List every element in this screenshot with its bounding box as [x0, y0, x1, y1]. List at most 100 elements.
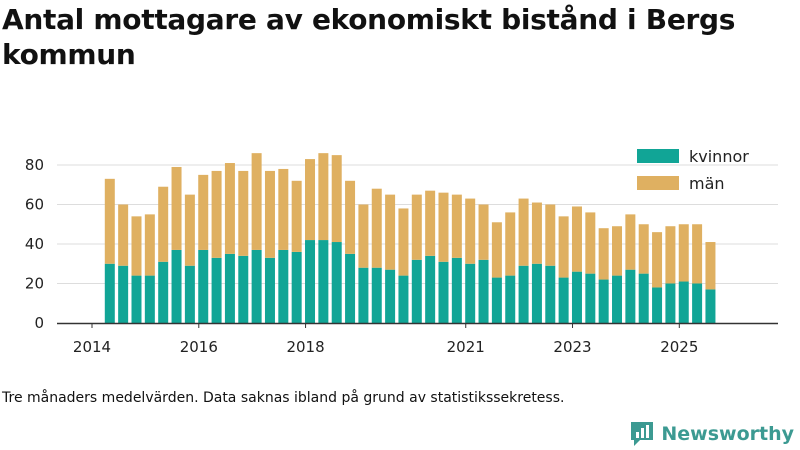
bar-kvinnor-2021-11 — [505, 275, 516, 323]
bar-man-2019-05 — [371, 188, 382, 268]
bar-kvinnor-2021-02 — [465, 263, 476, 323]
bar-man-2017-05 — [264, 170, 275, 258]
bar-man-2019-02 — [358, 204, 369, 268]
bar-kvinnor-2014-05 — [104, 263, 115, 323]
bar-man-2017-02 — [251, 153, 262, 250]
bar-kvinnor-2025-05 — [692, 283, 703, 323]
x-ticks: 2014 2016 2018 2021 2023 2025 — [73, 323, 698, 356]
y-tick-label-60: 60 — [25, 196, 44, 214]
bar-man-2024-02 — [625, 214, 636, 270]
bar-kvinnor-2020-02 — [411, 259, 422, 323]
x-tick-label-2025: 2025 — [660, 338, 698, 356]
bar-man-2015-08 — [171, 166, 182, 250]
bar-man-2023-11 — [612, 226, 623, 276]
x-tick-label-2014: 2014 — [73, 338, 111, 356]
x-tick-label-2018: 2018 — [286, 338, 324, 356]
bar-kvinnor-2020-05 — [425, 255, 436, 323]
bar-man-2023-05 — [585, 212, 596, 274]
bar-kvinnor-2015-08 — [171, 249, 182, 323]
bar-kvinnor-2021-08 — [491, 277, 502, 323]
newsworthy-logo-icon — [631, 422, 654, 446]
bar-kvinnor-2022-11 — [558, 277, 569, 323]
bar-man-2023-08 — [598, 228, 609, 280]
y-tick-label-40: 40 — [25, 235, 44, 253]
bar-man-2018-11 — [345, 180, 356, 254]
y-tick-label-20: 20 — [25, 275, 44, 293]
bar-kvinnor-2024-05 — [638, 273, 649, 323]
bar-kvinnor-2021-05 — [478, 259, 489, 323]
bar-man-2020-08 — [438, 192, 449, 262]
chart-title: Antal mottagare av ekonomiskt bistånd i … — [2, 3, 736, 71]
bar-kvinnor-2020-08 — [438, 261, 449, 323]
bar-kvinnor-2015-11 — [184, 265, 195, 323]
legend-swatch-kvinnor — [637, 149, 679, 163]
bar-kvinnor-2023-05 — [585, 273, 596, 323]
bar-man-2022-11 — [558, 216, 569, 278]
bar-man-2018-02 — [305, 159, 316, 241]
bar-kvinnor-2016-05 — [211, 257, 222, 323]
bar-kvinnor-2018-11 — [345, 253, 356, 323]
bar-man-2022-02 — [518, 198, 529, 266]
bar-kvinnor-2019-11 — [398, 275, 409, 323]
bar-kvinnor-2023-11 — [612, 275, 623, 323]
bar-man-2021-02 — [465, 198, 476, 264]
bar-man-2014-11 — [131, 216, 142, 276]
bar-kvinnor-2023-08 — [598, 279, 609, 323]
bar-man-2024-11 — [665, 226, 676, 284]
legend-swatch-man — [637, 176, 679, 190]
bar-kvinnor-2017-05 — [264, 257, 275, 323]
bar-man-2021-08 — [491, 222, 502, 278]
bar-kvinnor-2018-05 — [318, 240, 329, 323]
bar-man-2019-11 — [398, 208, 409, 276]
bar-man-2015-02 — [144, 214, 155, 276]
bar-man-2024-08 — [652, 232, 663, 288]
bar-kvinnor-2022-08 — [545, 265, 556, 323]
bar-kvinnor-2016-11 — [238, 255, 249, 323]
bar-man-2014-05 — [104, 178, 115, 264]
bar-kvinnor-2017-08 — [278, 249, 289, 323]
bar-kvinnor-2023-02 — [571, 271, 582, 323]
bar-man-2016-02 — [198, 174, 209, 250]
brand-logo[interactable]: Newsworthy — [629, 420, 794, 448]
legend: kvinnor män — [637, 147, 749, 193]
bar-man-2017-08 — [278, 168, 289, 250]
bar-man-2020-05 — [425, 190, 436, 256]
bar-man-2019-08 — [385, 194, 396, 270]
stacked-bar-chart: 0 20 40 60 80 2014 2016 2018 2021 2023 2025 kvinn… — [25, 147, 778, 356]
bar-man-2018-08 — [331, 155, 342, 243]
bar-man-2025-08 — [705, 242, 716, 290]
bar-kvinnor-2024-11 — [665, 283, 676, 323]
bar-kvinnor-2019-08 — [385, 269, 396, 323]
bar-kvinnor-2015-02 — [144, 275, 155, 323]
bar-kvinnor-2019-05 — [371, 267, 382, 323]
bar-man-2015-05 — [158, 186, 169, 262]
y-tick-label-80: 80 — [25, 156, 44, 174]
bar-kvinnor-2022-05 — [531, 263, 542, 323]
bar-man-2022-08 — [545, 204, 556, 266]
bar-kvinnor-2014-11 — [131, 275, 142, 323]
bar-kvinnor-2025-02 — [678, 281, 689, 323]
bar-man-2018-05 — [318, 153, 329, 241]
bar-man-2016-08 — [224, 163, 235, 254]
bar-man-2021-05 — [478, 204, 489, 260]
x-tick-label-2023: 2023 — [553, 338, 591, 356]
bar-kvinnor-2022-02 — [518, 265, 529, 323]
bar-kvinnor-2016-02 — [198, 249, 209, 323]
bar-man-2024-05 — [638, 224, 649, 274]
bar-kvinnor-2017-11 — [291, 251, 302, 323]
bar-kvinnor-2018-08 — [331, 242, 342, 323]
bar-man-2021-11 — [505, 212, 516, 276]
bar-man-2025-02 — [678, 224, 689, 282]
bar-man-2016-11 — [238, 170, 249, 256]
bar-man-2016-05 — [211, 170, 222, 258]
footnote: Tre månaders medelvärden. Data saknas ib… — [2, 390, 565, 406]
legend-label-man: män — [689, 174, 725, 193]
bar-man-2020-02 — [411, 194, 422, 260]
y-tick-label-0: 0 — [34, 314, 44, 332]
bar-kvinnor-2019-02 — [358, 267, 369, 323]
bar-kvinnor-2024-08 — [652, 287, 663, 323]
bar-kvinnor-2020-11 — [451, 257, 462, 323]
bar-kvinnor-2024-02 — [625, 269, 636, 323]
bar-man-2025-05 — [692, 224, 703, 284]
bar-man-2023-02 — [571, 206, 582, 272]
